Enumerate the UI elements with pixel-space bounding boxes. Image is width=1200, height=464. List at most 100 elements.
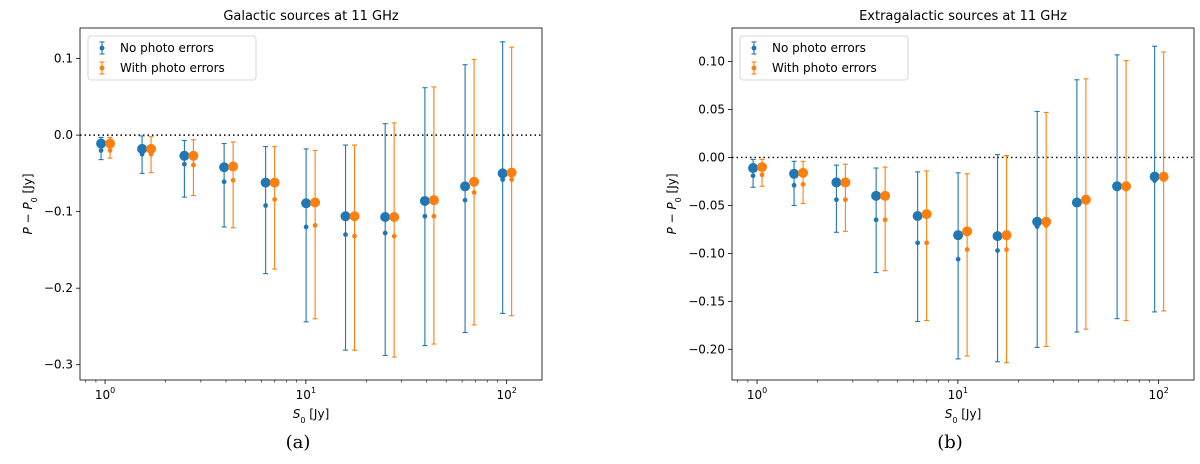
plot-frame: [79, 27, 543, 381]
mean-point: [349, 211, 360, 222]
mean-point: [228, 161, 239, 172]
mean-point: [269, 177, 280, 188]
median-point: [352, 233, 357, 239]
mean-point: [428, 195, 439, 206]
mean-point: [96, 138, 107, 149]
x-tick-label: 100: [95, 386, 115, 402]
mean-point: [146, 143, 157, 154]
y-tick-label: 0.0: [54, 128, 73, 142]
x-tick-label: 101: [948, 386, 968, 402]
mean-point: [460, 181, 471, 192]
median-point: [791, 182, 797, 188]
median-point: [191, 162, 196, 168]
mean-point: [798, 167, 809, 178]
mean-point: [1071, 197, 1082, 208]
caption-a: (a): [285, 432, 311, 453]
mean-point: [469, 176, 480, 187]
mean-point: [992, 231, 1003, 242]
chart-b: Extragalactic sources at 11 GHz 0.10 0.05 0…: [665, 9, 1195, 425]
caption-b: (b): [937, 432, 963, 453]
y-tick-label: −0.3: [44, 358, 73, 372]
mean-point: [179, 150, 190, 161]
median-point: [462, 197, 468, 203]
mean-point: [340, 211, 351, 222]
mean-point: [1001, 230, 1012, 241]
legend-marker: [99, 65, 105, 71]
mean-point: [953, 230, 964, 241]
chart-title: Galactic sources at 11 GHz: [223, 9, 399, 24]
y-tick-label: −0.20: [688, 342, 725, 356]
mean-point: [1112, 181, 1123, 192]
mean-point: [962, 226, 973, 237]
median-point: [882, 217, 888, 223]
x-tick-label: 102: [1148, 386, 1168, 402]
median-point: [500, 177, 506, 182]
mean-point: [310, 197, 321, 208]
median-point: [509, 177, 515, 182]
median-point: [382, 230, 388, 236]
mean-point: [880, 190, 891, 201]
median-point: [964, 247, 970, 252]
chart-title: Extragalactic sources at 11 GHz: [859, 9, 1067, 24]
y-tick-label: −0.10: [688, 246, 725, 260]
mean-point: [789, 168, 800, 179]
y-axis-label: P − P0 [Jy]: [21, 173, 39, 234]
median-point: [263, 203, 269, 208]
mean-point: [188, 150, 199, 161]
median-point: [312, 223, 318, 228]
y-tick-label: −0.1: [44, 205, 73, 219]
legend-marker: [99, 45, 105, 51]
mean-point: [871, 190, 882, 201]
median-point: [272, 197, 278, 202]
median-point: [955, 256, 961, 262]
y-tick-label: 0.10: [698, 55, 725, 69]
median-point: [1004, 247, 1009, 252]
median-point: [915, 240, 921, 246]
median-point: [924, 240, 930, 246]
plot-frame: [731, 27, 1195, 381]
figure: Galactic sources at 11 GHz 0.1 0.0 −0.1 −0.2…: [21, 9, 1195, 425]
median-point: [431, 213, 437, 219]
x-tick-label: 102: [496, 386, 516, 402]
y-tick-label: 0.00: [698, 150, 725, 164]
mean-point: [389, 212, 400, 223]
mean-point: [1121, 181, 1132, 192]
x-tick-label: 100: [747, 386, 767, 402]
y-tick-label: 0.05: [698, 103, 725, 117]
mean-point: [912, 210, 923, 221]
legend-box: [739, 35, 909, 81]
mean-point: [748, 163, 759, 174]
x-tick-label: 101: [296, 386, 316, 402]
mean-point: [840, 177, 851, 188]
median-point: [182, 161, 187, 167]
mean-point: [921, 209, 932, 220]
legend-marker: [751, 45, 757, 51]
y-tick-label: −0.15: [688, 294, 725, 308]
mean-point: [1149, 171, 1160, 182]
y-tick-label: −0.05: [688, 198, 725, 212]
x-axis-label: S0 [Jy]: [945, 407, 982, 425]
mean-point: [831, 177, 842, 188]
legend-box: [87, 35, 257, 81]
median-point: [230, 177, 236, 183]
mean-point: [137, 143, 148, 154]
median-point: [995, 248, 1000, 253]
chart-a: Galactic sources at 11 GHz 0.1 0.0 −0.1 −0.2…: [21, 9, 543, 425]
mean-point: [506, 167, 517, 178]
mean-point: [497, 168, 508, 179]
legend-label: With photo errors: [120, 61, 225, 75]
mean-point: [1032, 216, 1043, 227]
y-tick-label: −0.2: [44, 281, 73, 295]
legend-label: No photo errors: [772, 41, 866, 55]
mean-point: [1080, 194, 1091, 205]
mean-point: [1158, 171, 1169, 182]
median-point: [750, 173, 756, 179]
y-tick-label: 0.1: [54, 52, 73, 66]
median-point: [759, 172, 765, 178]
median-point: [98, 148, 104, 153]
median-point: [343, 232, 348, 238]
median-point: [843, 197, 848, 203]
mean-point: [1041, 216, 1052, 227]
median-point: [391, 233, 397, 239]
median-point: [221, 179, 227, 185]
